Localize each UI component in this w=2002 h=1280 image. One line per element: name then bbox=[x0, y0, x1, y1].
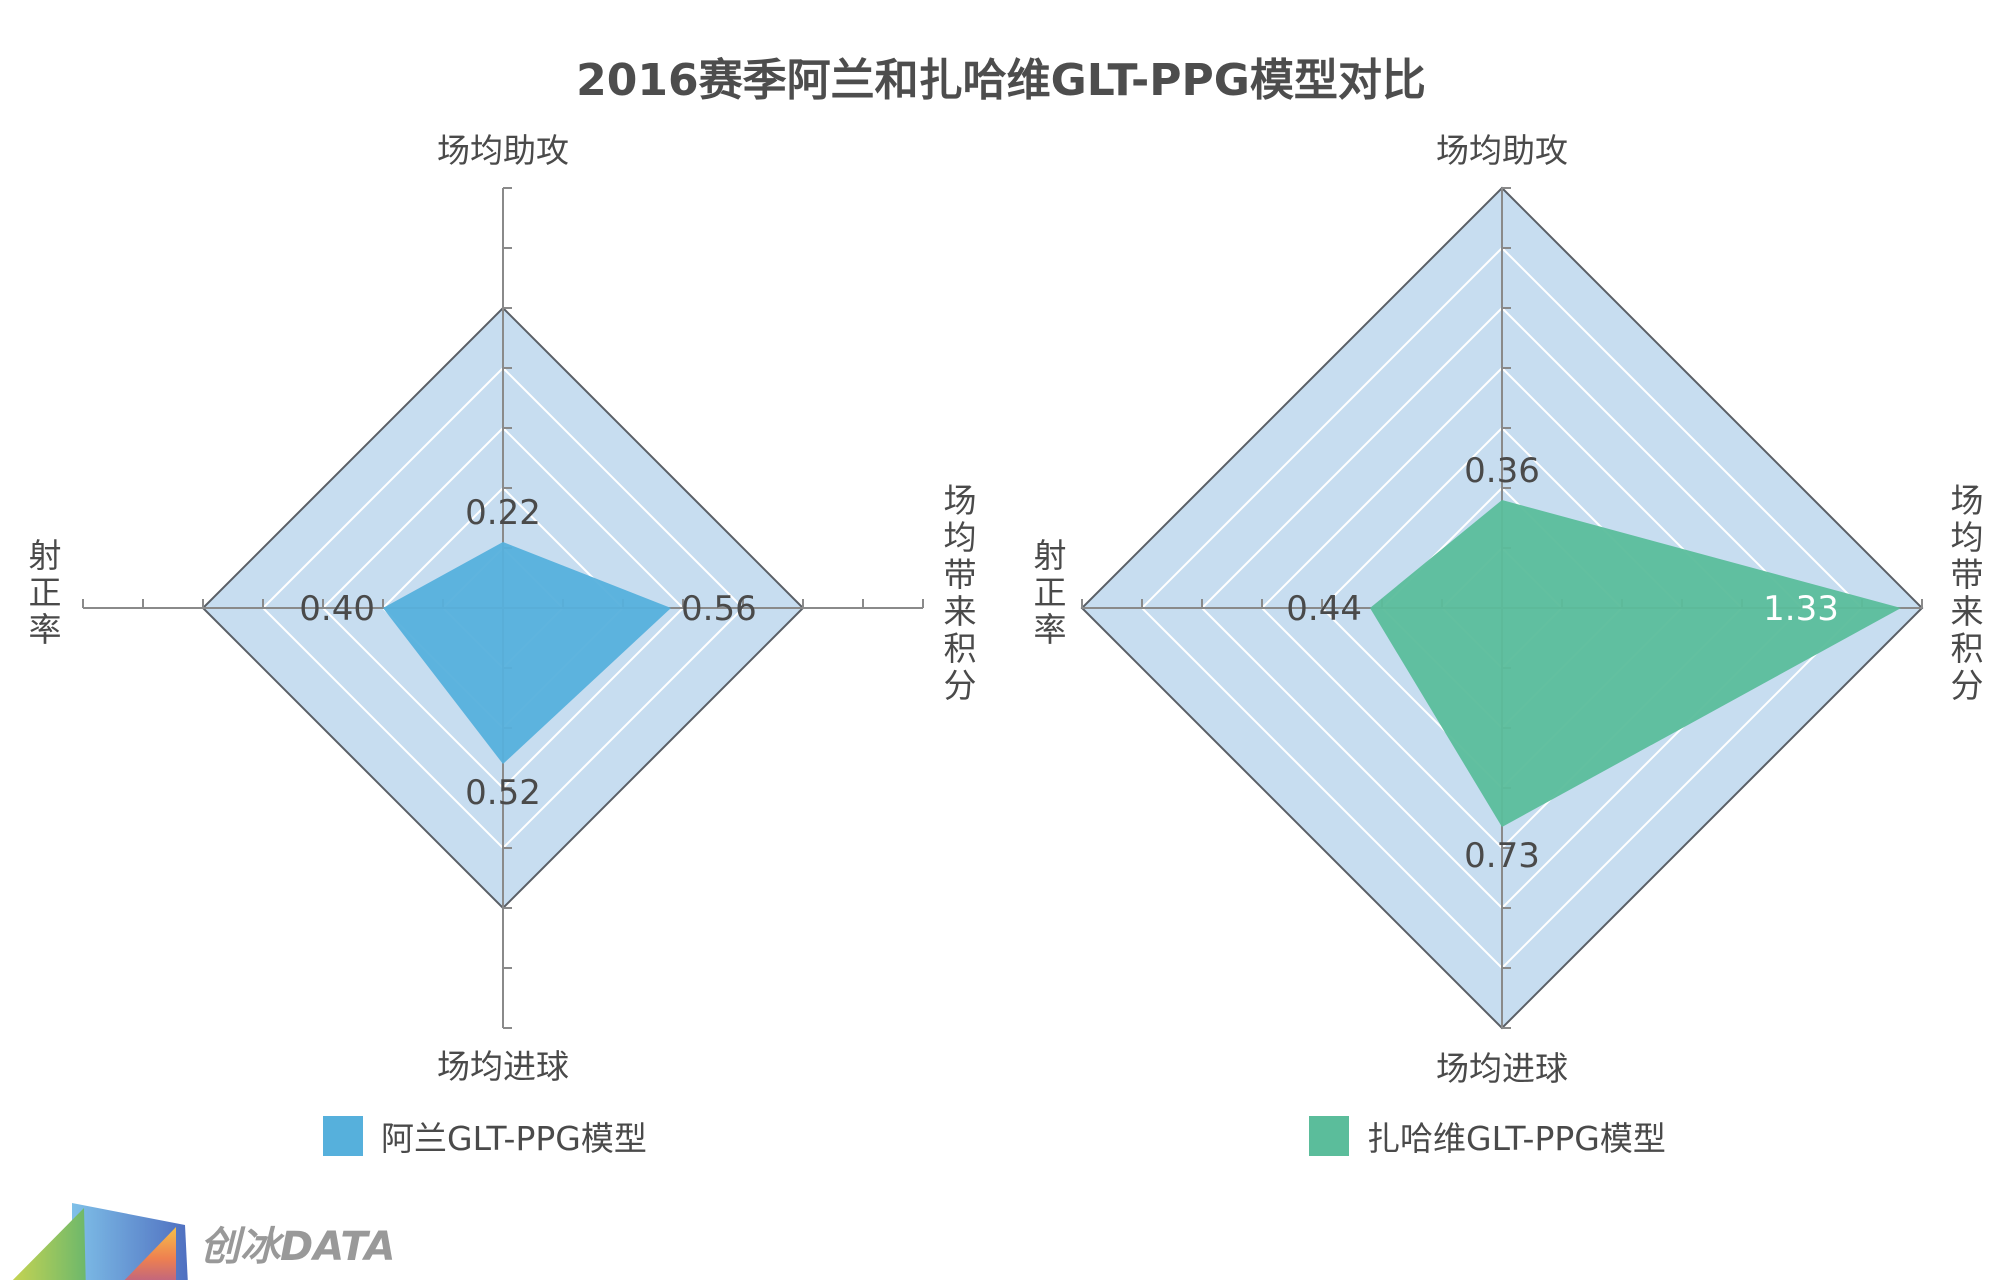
axis-label-points: 场均带来积分 bbox=[1950, 481, 1984, 705]
axis-label-shot-accuracy: 射正率 bbox=[1033, 536, 1067, 649]
legend-label-alan: 阿兰GLT-PPG模型 bbox=[381, 1119, 647, 1158]
data-label: 0.73 bbox=[1464, 836, 1540, 876]
brand-logo: 创冰DATA bbox=[12, 1203, 395, 1280]
axis-label-assists: 场均助攻 bbox=[1436, 131, 1568, 170]
legend-swatch-alan bbox=[323, 1116, 363, 1156]
legend-label-zahavi: 扎哈维GLT-PPG模型 bbox=[1367, 1119, 1666, 1158]
legend-swatch-zahavi bbox=[1309, 1116, 1349, 1156]
radar-chart-0: 0.22 0.56 0.52 0.40 bbox=[82, 187, 924, 1029]
data-label: 0.40 bbox=[299, 589, 375, 629]
chart-title: 2016赛季阿兰和扎哈维GLT-PPG模型对比 bbox=[576, 55, 1426, 106]
legend-alan: 阿兰GLT-PPG模型 bbox=[323, 1112, 647, 1160]
data-label: 0.44 bbox=[1286, 589, 1362, 629]
svg-text:创冰DATA: 创冰DATA bbox=[200, 1224, 395, 1270]
data-label: 0.52 bbox=[465, 773, 541, 813]
radar-series-area bbox=[383, 542, 671, 764]
data-label: 1.33 bbox=[1763, 589, 1839, 629]
axis-label-points: 场均带来积分 bbox=[943, 481, 977, 705]
legend-zahavi: 扎哈维GLT-PPG模型 bbox=[1309, 1112, 1666, 1160]
radar-chart-1: 0.36 1.33 0.73 0.44 bbox=[1080, 186, 1924, 1030]
axis-label-goals: 场均进球 bbox=[437, 1047, 569, 1086]
axis-label-goals: 场均进球 bbox=[1436, 1049, 1568, 1088]
radar-series-area bbox=[1370, 500, 1901, 827]
data-label: 0.36 bbox=[1464, 451, 1540, 491]
data-label: 0.22 bbox=[465, 493, 541, 533]
data-label: 0.56 bbox=[681, 589, 757, 629]
axis-label-shot-accuracy: 射正率 bbox=[28, 536, 62, 649]
axis-label-assists: 场均助攻 bbox=[437, 131, 569, 170]
